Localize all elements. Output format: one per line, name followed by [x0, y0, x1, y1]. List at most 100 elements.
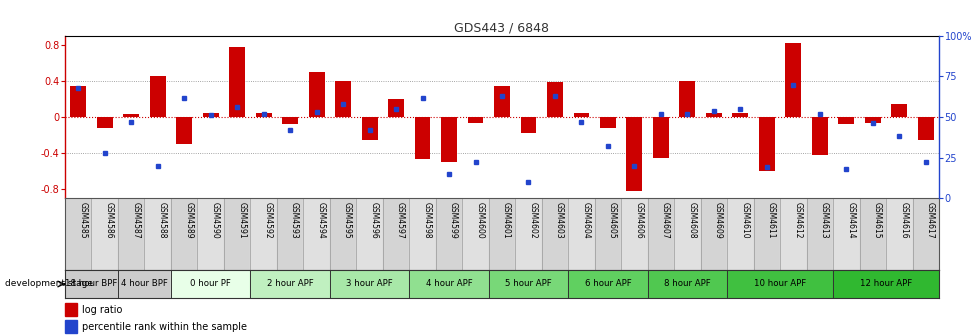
Bar: [250, 270, 330, 298]
Bar: [541, 198, 567, 270]
Text: 0 hour PF: 0 hour PF: [190, 280, 231, 289]
Bar: [97, 117, 112, 128]
Text: GSM4617: GSM4617: [925, 202, 934, 238]
Bar: [779, 198, 806, 270]
Bar: [277, 198, 303, 270]
Text: GSM4595: GSM4595: [342, 202, 352, 238]
Text: 6 hour APF: 6 hour APF: [584, 280, 631, 289]
Text: GSM4602: GSM4602: [528, 202, 537, 238]
Bar: [334, 81, 351, 117]
Bar: [520, 117, 536, 133]
Bar: [567, 198, 594, 270]
Bar: [494, 86, 510, 117]
Text: GSM4594: GSM4594: [316, 202, 326, 238]
Bar: [647, 198, 674, 270]
Bar: [435, 198, 462, 270]
Text: GSM4596: GSM4596: [370, 202, 378, 238]
Bar: [409, 198, 435, 270]
Text: GSM4597: GSM4597: [396, 202, 405, 238]
Bar: [70, 85, 86, 117]
Text: GSM4609: GSM4609: [713, 202, 722, 238]
Bar: [727, 198, 753, 270]
Bar: [282, 117, 297, 124]
Bar: [229, 47, 244, 117]
Bar: [467, 117, 483, 123]
Bar: [514, 198, 541, 270]
Bar: [118, 198, 145, 270]
Bar: [409, 270, 488, 298]
Text: GSM4613: GSM4613: [819, 202, 828, 238]
Text: GSM4588: GSM4588: [157, 202, 166, 238]
Text: GSM4615: GSM4615: [872, 202, 881, 238]
Text: 8 hour APF: 8 hour APF: [663, 280, 710, 289]
Bar: [727, 270, 832, 298]
Text: GSM4601: GSM4601: [502, 202, 511, 238]
Text: GSM4611: GSM4611: [766, 202, 775, 238]
Text: GSM4608: GSM4608: [687, 202, 695, 238]
Bar: [441, 117, 457, 162]
Text: GSM4604: GSM4604: [581, 202, 590, 238]
Bar: [145, 198, 171, 270]
Text: 12 hour APF: 12 hour APF: [859, 280, 911, 289]
Bar: [361, 117, 378, 139]
Bar: [176, 117, 192, 144]
Bar: [65, 198, 91, 270]
Bar: [171, 198, 198, 270]
Bar: [652, 117, 668, 158]
Bar: [600, 117, 615, 128]
Bar: [621, 198, 647, 270]
Text: 3 hour APF: 3 hour APF: [346, 280, 392, 289]
Bar: [626, 117, 642, 191]
Bar: [753, 198, 779, 270]
Text: GSM4614: GSM4614: [845, 202, 855, 238]
Bar: [674, 198, 700, 270]
Text: 4 hour BPF: 4 hour BPF: [121, 280, 167, 289]
Bar: [911, 198, 938, 270]
Text: 4 hour APF: 4 hour APF: [425, 280, 472, 289]
Bar: [356, 198, 382, 270]
Bar: [547, 82, 562, 117]
Bar: [123, 114, 139, 117]
Bar: [806, 198, 832, 270]
Bar: [118, 270, 171, 298]
Bar: [202, 114, 218, 117]
Text: GSM4599: GSM4599: [449, 202, 458, 238]
Text: GSM4590: GSM4590: [210, 202, 219, 238]
Text: GSM4585: GSM4585: [78, 202, 87, 238]
Text: GSM4598: GSM4598: [422, 202, 431, 238]
Text: percentile rank within the sample: percentile rank within the sample: [81, 322, 246, 332]
Bar: [488, 270, 567, 298]
Text: log ratio: log ratio: [81, 305, 122, 315]
Bar: [784, 43, 800, 117]
Bar: [700, 198, 727, 270]
Bar: [255, 113, 271, 117]
Bar: [65, 270, 118, 298]
Bar: [330, 198, 356, 270]
Bar: [916, 117, 933, 140]
Bar: [91, 198, 118, 270]
Bar: [65, 303, 76, 316]
Bar: [308, 72, 325, 117]
Text: GSM4589: GSM4589: [184, 202, 193, 238]
Bar: [224, 198, 250, 270]
Bar: [832, 270, 938, 298]
Bar: [864, 117, 880, 123]
Text: GSM4616: GSM4616: [899, 202, 908, 238]
Bar: [387, 99, 404, 117]
Bar: [859, 198, 885, 270]
Text: 18 hour BPF: 18 hour BPF: [66, 280, 117, 289]
Bar: [885, 198, 911, 270]
Text: GSM4586: GSM4586: [105, 202, 113, 238]
Text: GSM4607: GSM4607: [660, 202, 669, 238]
Text: GSM4612: GSM4612: [792, 202, 802, 238]
Text: GSM4606: GSM4606: [634, 202, 643, 238]
Text: GSM4591: GSM4591: [237, 202, 245, 238]
Text: GSM4587: GSM4587: [131, 202, 140, 238]
Bar: [594, 198, 621, 270]
Bar: [832, 198, 859, 270]
Text: GSM4592: GSM4592: [263, 202, 272, 238]
Bar: [382, 198, 409, 270]
Text: GSM4603: GSM4603: [555, 202, 563, 238]
Bar: [573, 113, 589, 117]
Bar: [65, 320, 76, 333]
